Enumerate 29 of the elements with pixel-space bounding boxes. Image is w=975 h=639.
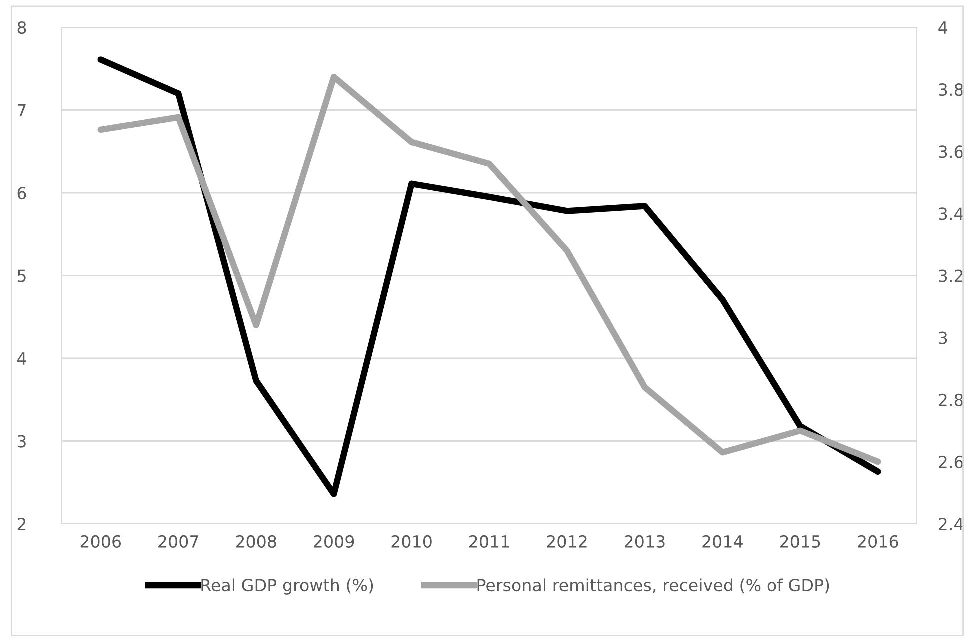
y-tick-label: 5 xyxy=(18,270,26,282)
x-tick-label: 2007 xyxy=(158,535,198,548)
x-tick-label: 2016 xyxy=(858,535,898,548)
y-tick-label: 6 xyxy=(18,186,26,200)
y2-tick-label: 2.8 xyxy=(939,394,964,406)
y2-tick-label: 3 xyxy=(939,332,948,344)
y-tick-label: 7 xyxy=(18,104,26,117)
y-tick-label: 3 xyxy=(18,435,26,448)
y2-tick-label: 2.6 xyxy=(939,456,964,469)
x-tick-label: 2012 xyxy=(547,535,587,548)
y2-tick-label: 2.4 xyxy=(939,518,964,530)
x-tick-label: 2014 xyxy=(702,535,743,548)
legend-label: Real GDP growth (%) xyxy=(202,578,374,595)
y2-tick-label: 3.2 xyxy=(939,270,963,282)
x-tick-label: 2009 xyxy=(314,535,354,548)
x-tick-label: 2008 xyxy=(236,535,276,548)
x-tick-label: 2011 xyxy=(470,535,510,548)
y2-tick-label: 4 xyxy=(938,22,948,34)
x-tick-label: 2010 xyxy=(392,535,432,548)
y-tick-label: 4 xyxy=(17,352,26,365)
y2-tick-label: 3.6 xyxy=(939,146,964,158)
y2-tick-label: 3.4 xyxy=(939,208,964,220)
x-tick-label: 2013 xyxy=(624,535,665,548)
x-tick-label: 2006 xyxy=(80,535,122,548)
y-tick-label: 2 xyxy=(18,518,26,530)
y-tick-label: 8 xyxy=(18,21,26,34)
legend-label: Personal remittances, received (% of GDP) xyxy=(478,578,830,594)
x-tick-label: 2015 xyxy=(780,535,820,548)
y2-tick-label: 3.8 xyxy=(939,84,964,96)
